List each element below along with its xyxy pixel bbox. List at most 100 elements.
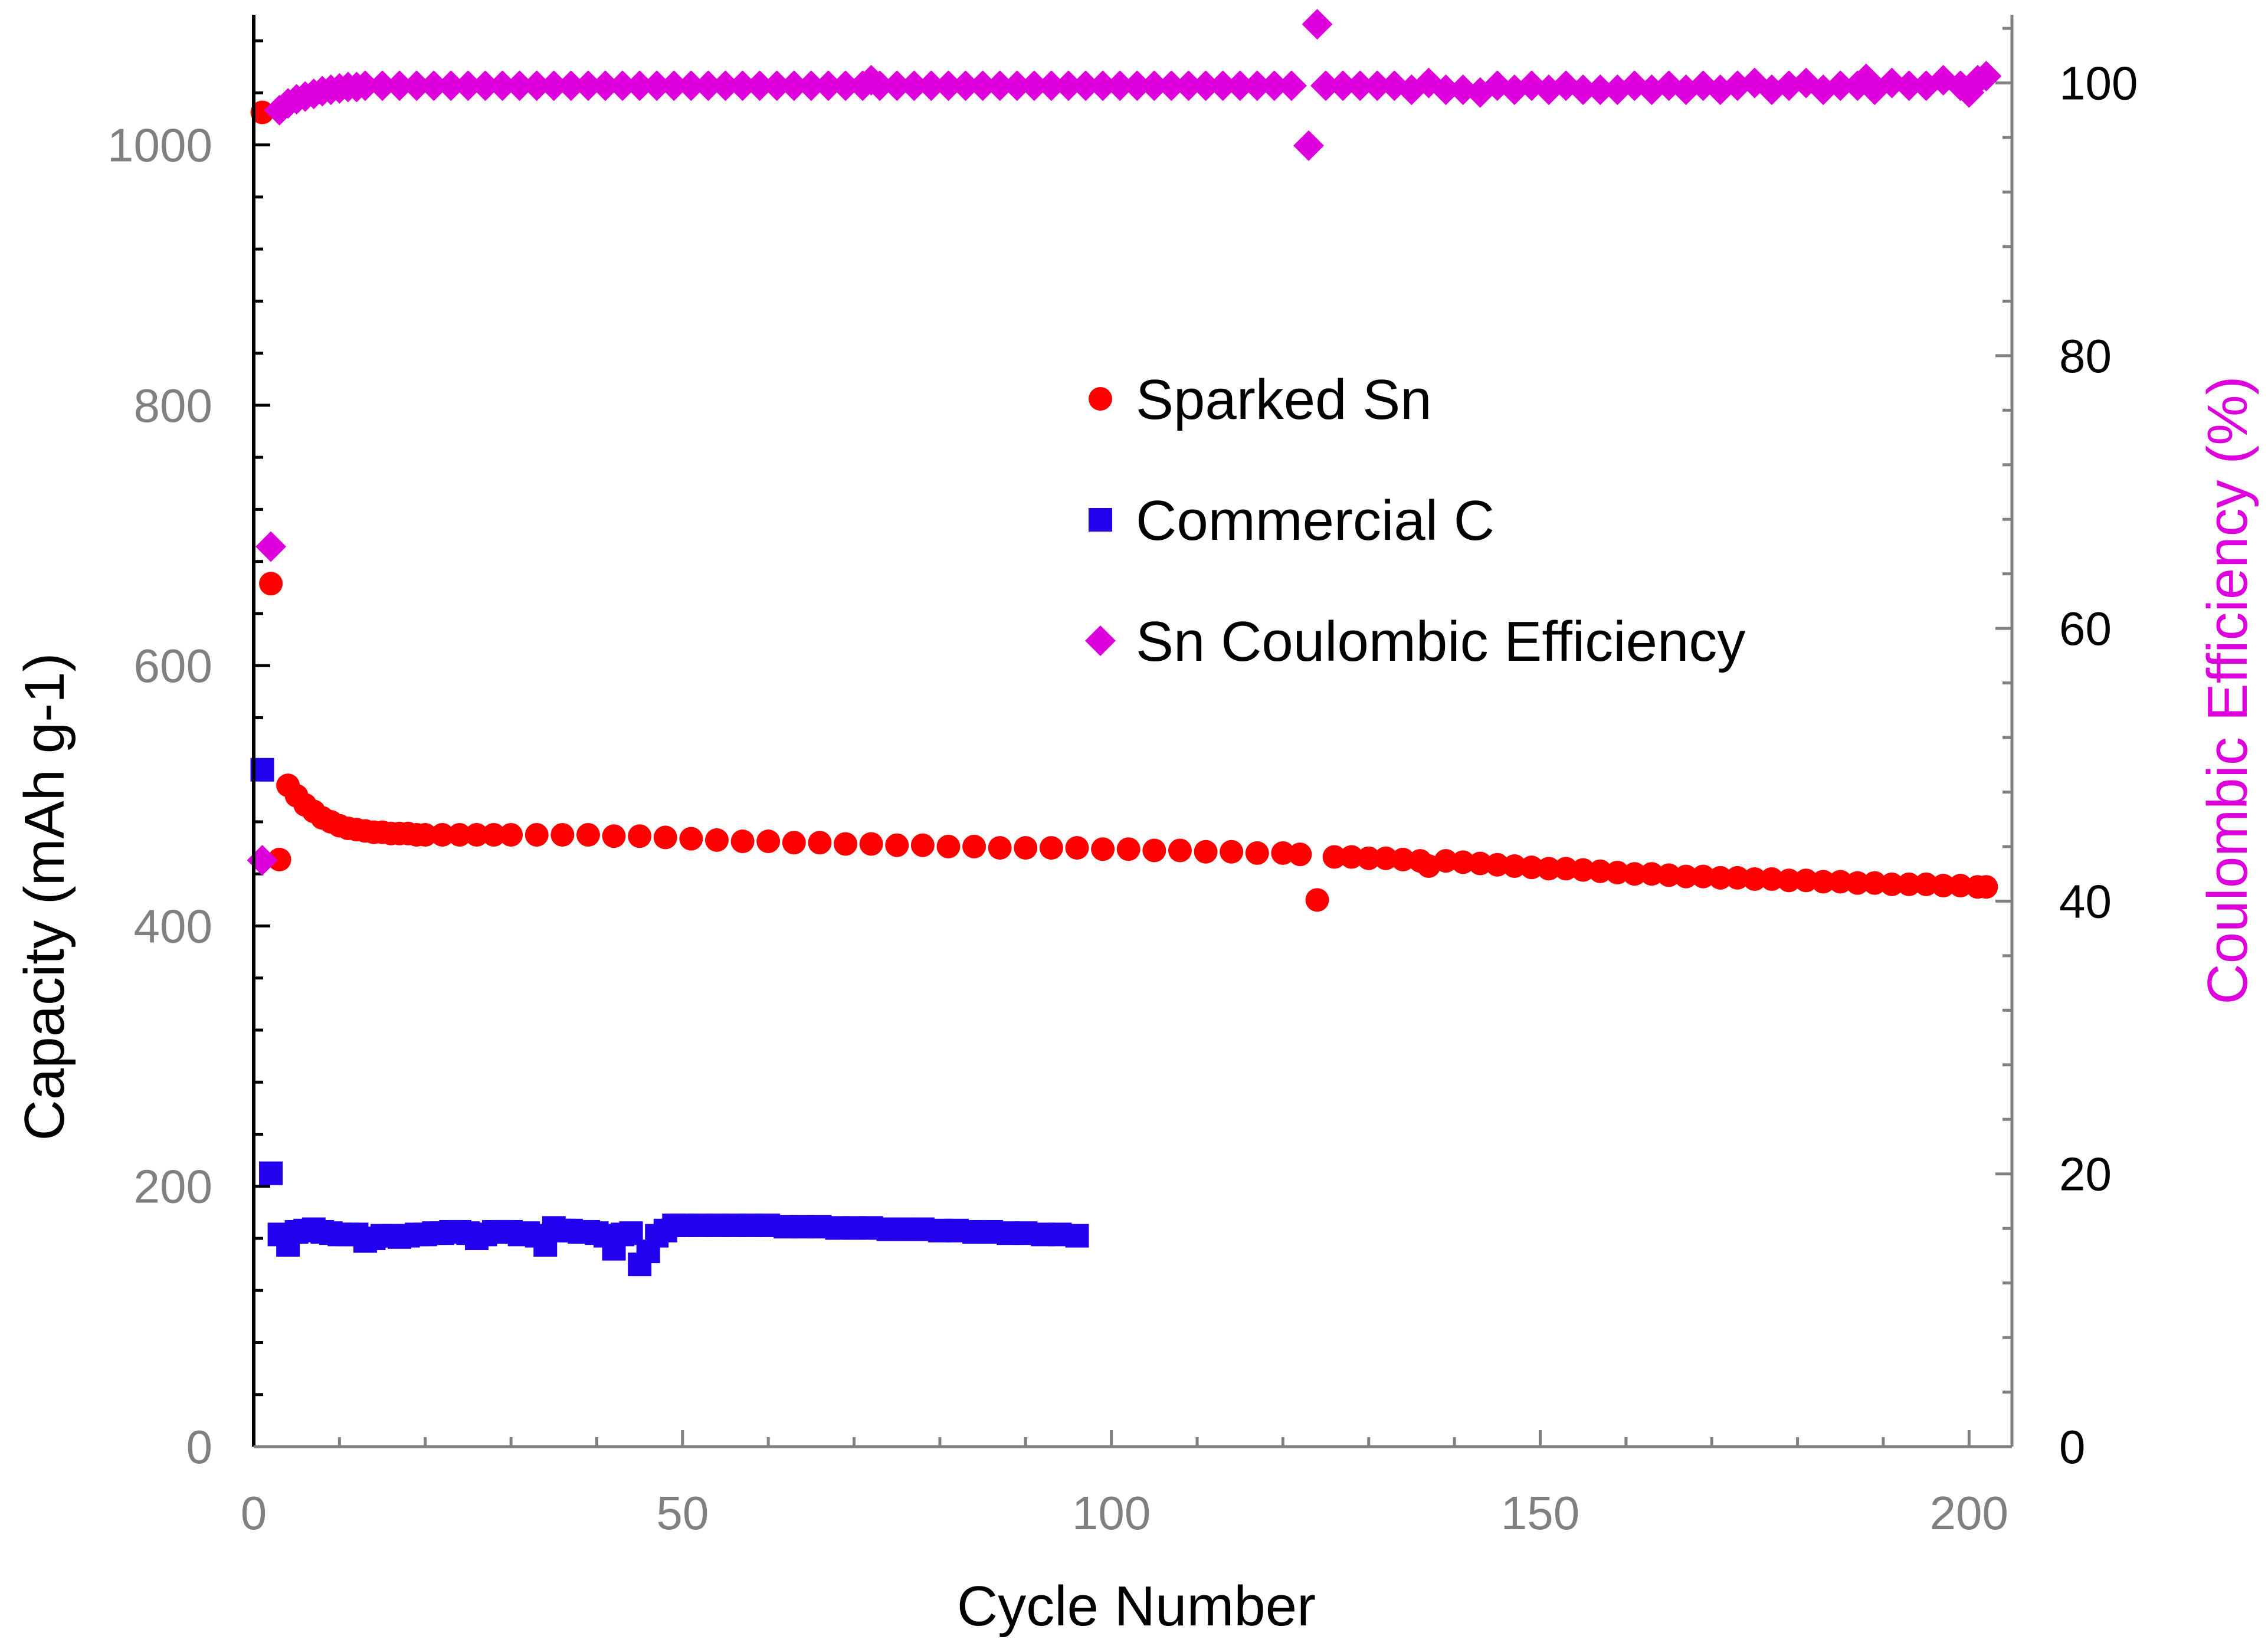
sparked-sn-point — [1537, 857, 1561, 881]
sparked-sn-point — [1777, 868, 1801, 893]
sn-coulombic-efficiency-point — [899, 70, 930, 101]
sparked-sn-point — [1220, 840, 1244, 864]
sparked-sn-point — [1846, 871, 1870, 895]
legend-symbol — [1085, 625, 1116, 656]
sparked-sn-point — [1451, 850, 1475, 874]
sn-coulombic-efficiency-point — [1241, 70, 1273, 101]
sparked-sn-point — [834, 832, 858, 856]
sn-coulombic-efficiency-point — [1328, 70, 1359, 101]
sparked-sn-point — [1194, 840, 1218, 864]
sparked-sn-point — [1897, 872, 1921, 896]
sparked-sn-point — [808, 831, 832, 855]
axes — [252, 15, 2014, 1448]
legend: Sparked Sn Commercial C Sn Coulombic Eff… — [1085, 368, 1745, 673]
x-tick-label: 150 — [1501, 1487, 1579, 1539]
sn-coulombic-efficiency-point — [572, 70, 604, 101]
sn-coulombic-efficiency-point — [1207, 70, 1238, 101]
sparked-sn-point — [704, 828, 729, 852]
sparked-sn-point — [1091, 837, 1115, 861]
sparked-sn-point — [1305, 888, 1329, 912]
sn-coulombic-efficiency-point — [453, 70, 484, 101]
sn-coulombic-efficiency-point — [590, 70, 621, 101]
sparked-sn-point — [259, 572, 283, 596]
sparked-sn-point — [988, 836, 1012, 860]
y-right-tick-label: 60 — [2059, 602, 2112, 655]
sparked-sn-point — [1674, 864, 1698, 889]
y-left-tick-label: 1000 — [107, 119, 212, 172]
series-commercial-c — [250, 758, 1089, 1277]
sn-coulombic-efficiency-point — [1362, 70, 1393, 101]
commercial-c-point — [259, 1161, 283, 1185]
sparked-sn-point — [1391, 847, 1415, 871]
legend-label-coulombic-efficiency: Sn Coulombic Efficiency — [1136, 610, 1745, 673]
sparked-sn-point — [1142, 838, 1166, 863]
sparked-sn-point — [1288, 842, 1312, 867]
series-sparked-sn — [250, 100, 1998, 912]
sparked-sn-point — [1502, 854, 1526, 878]
y-right-tick-label: 40 — [2059, 875, 2112, 927]
sn-coulombic-efficiency-point — [538, 70, 569, 101]
y-left-tick-label: 600 — [134, 640, 212, 692]
sn-coulombic-efficiency-point — [1173, 70, 1204, 101]
sn-coulombic-efficiency-point — [1001, 70, 1033, 101]
y-right-tick-label: 100 — [2059, 57, 2138, 110]
sn-coulombic-efficiency-point — [641, 70, 673, 101]
sn-coulombic-efficiency-point — [247, 845, 278, 876]
sparked-sn-point — [1863, 871, 1887, 895]
sparked-sn-point — [1811, 870, 1836, 894]
y-left-tick-label: 0 — [186, 1421, 213, 1473]
sparked-sn-point — [1588, 859, 1612, 883]
sparked-sn-point — [1657, 863, 1681, 887]
sn-coulombic-efficiency-point — [1345, 70, 1376, 101]
sparked-sn-point — [1271, 841, 1295, 865]
y-right-tick-label: 80 — [2059, 330, 2112, 382]
sparked-sn-point — [1519, 855, 1543, 880]
sparked-sn-point — [1623, 862, 1647, 886]
sparked-sn-point — [859, 832, 883, 856]
sparked-sn-point — [576, 823, 600, 847]
sparked-sn-point — [730, 830, 755, 854]
sparked-sn-point — [550, 823, 575, 847]
sn-coulombic-efficiency-point — [1018, 70, 1050, 101]
sparked-sn-point — [1554, 857, 1578, 881]
y-left-tick-label: 800 — [134, 379, 212, 432]
series-coulombic-efficiency — [247, 9, 2002, 876]
sparked-sn-point — [447, 823, 471, 847]
sn-coulombic-efficiency-point — [778, 70, 809, 101]
sn-coulombic-efficiency-point — [950, 70, 981, 101]
legend-label-commercial-c: Commercial C — [1136, 489, 1494, 552]
sparked-sn-point — [910, 833, 935, 857]
sparked-sn-point — [430, 823, 454, 847]
commercial-c-point — [1065, 1224, 1089, 1248]
sn-coulombic-efficiency-point — [401, 70, 432, 101]
sparked-sn-point — [1708, 866, 1732, 890]
sn-coulombic-efficiency-point — [1276, 70, 1307, 101]
sn-coulombic-efficiency-point — [693, 70, 724, 101]
sn-coulombic-efficiency-point — [881, 70, 913, 101]
sn-coulombic-efficiency-point — [1053, 70, 1084, 101]
sn-coulombic-efficiency-point — [812, 70, 844, 101]
sn-coulombic-efficiency-point — [1585, 74, 1616, 106]
sparked-sn-point — [1691, 864, 1715, 889]
sparked-sn-point — [1571, 858, 1595, 882]
sn-coulombic-efficiency-point — [521, 70, 552, 101]
x-tick-label: 0 — [241, 1487, 267, 1539]
sparked-sn-point — [1742, 867, 1766, 891]
sparked-sn-point — [885, 833, 909, 857]
sn-coulombic-efficiency-point — [470, 70, 501, 101]
legend-symbol — [1089, 387, 1112, 411]
sparked-sn-point — [1468, 851, 1492, 876]
sparked-sn-point — [413, 823, 437, 847]
sparked-sn-point — [936, 834, 961, 858]
sparked-sn-point — [962, 834, 986, 858]
sn-coulombic-efficiency-point — [916, 70, 947, 101]
sparked-sn-point — [1794, 868, 1818, 893]
legend-symbol — [1089, 508, 1112, 532]
sn-coulombic-efficiency-point — [967, 70, 998, 101]
sn-coulombic-efficiency-point — [795, 70, 827, 101]
sparked-sn-point — [1640, 862, 1664, 886]
sn-coulombic-efficiency-point — [255, 531, 287, 562]
sparked-sn-point — [1322, 845, 1346, 869]
